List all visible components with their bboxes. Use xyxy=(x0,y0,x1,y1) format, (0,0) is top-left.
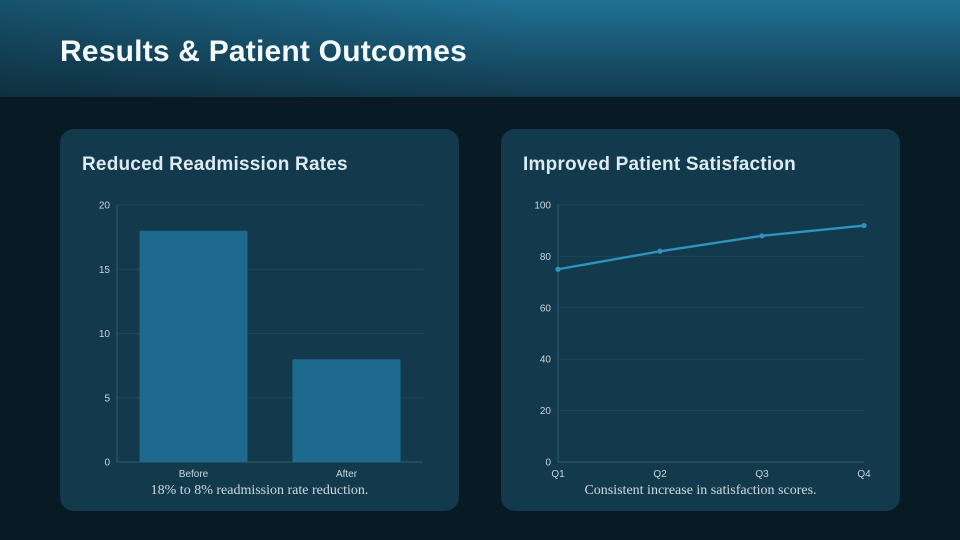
chart-title-readmission: Reduced Readmission Rates xyxy=(82,154,348,175)
svg-text:0: 0 xyxy=(104,458,110,469)
chart-caption-readmission: 18% to 8% readmission rate reduction. xyxy=(150,483,369,498)
svg-text:Before: Before xyxy=(179,469,209,480)
card-readmission-rates: Reduced Readmission Rates 0 5 10 15 20 Before… xyxy=(60,129,459,511)
svg-text:20: 20 xyxy=(540,406,552,417)
svg-text:40: 40 xyxy=(540,355,552,366)
svg-text:15: 15 xyxy=(99,265,111,276)
svg-text:Q3: Q3 xyxy=(755,469,769,480)
svg-text:10: 10 xyxy=(99,329,111,340)
svg-text:Q4: Q4 xyxy=(857,469,871,480)
svg-text:20: 20 xyxy=(99,201,111,212)
svg-text:Q1: Q1 xyxy=(551,469,565,480)
bar-chart-readmission: 0 5 10 15 20 Before After xyxy=(82,189,437,481)
svg-text:Q2: Q2 xyxy=(653,469,667,480)
slide-header: Results & Patient Outcomes xyxy=(0,0,960,97)
chart-caption-satisfaction: Consistent increase in satisfaction scor… xyxy=(584,483,817,498)
svg-text:5: 5 xyxy=(104,393,110,404)
content-area: Reduced Readmission Rates 0 5 10 15 20 Before… xyxy=(0,97,960,511)
svg-text:60: 60 xyxy=(540,303,552,314)
svg-text:After: After xyxy=(336,469,358,480)
page-title: Results & Patient Outcomes xyxy=(60,34,467,68)
slide: Results & Patient Outcomes Reduced Readm… xyxy=(0,0,960,511)
line-chart-satisfaction: 0 20 40 60 80 100 Q1 Q2 Q3 Q4 xyxy=(523,189,878,481)
svg-text:80: 80 xyxy=(540,252,552,263)
svg-text:100: 100 xyxy=(534,201,551,212)
svg-text:0: 0 xyxy=(545,458,551,469)
chart-title-satisfaction: Improved Patient Satisfaction xyxy=(523,154,796,175)
card-patient-satisfaction: Improved Patient Satisfaction 0 20 40 60 80 1… xyxy=(501,129,900,511)
